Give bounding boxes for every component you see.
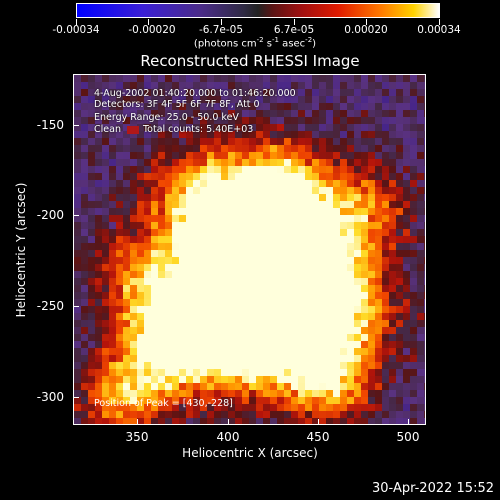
x-tick-label: 450 (306, 430, 330, 444)
y-axis-label: Heliocentric Y (arcsec) (14, 182, 28, 318)
colorbar-tick (221, 19, 222, 25)
colorbar-tick-label: -6.7e-05 (198, 24, 244, 36)
y-axis-tick (73, 306, 79, 307)
energy-range-label: Energy Range: 25.0 - 50.0 keV (94, 112, 239, 123)
timestamp: 30-Apr-2022 15:52 (372, 481, 494, 496)
x-axis-tick (408, 419, 409, 425)
colorbar-tick (294, 19, 295, 25)
peak-position-label: Position of Peak = [430,-228] (94, 398, 233, 409)
colorbar-tick-label: 0.00020 (344, 24, 388, 36)
y-tick-label: -300 (36, 390, 64, 404)
y-axis-tick (73, 125, 79, 126)
colorbar-tick (439, 19, 440, 25)
x-axis-tick (228, 419, 229, 425)
x-tick-label: 400 (216, 430, 240, 444)
colorbar-tick (148, 19, 149, 25)
colorbar-tick-label: 0.00034 (417, 24, 461, 36)
colorbar-tick-label: -0.00020 (128, 24, 176, 36)
y-tick-label: -250 (36, 299, 64, 313)
clean-color-swatch (126, 125, 139, 134)
algorithm-counts-label: Clean Total counts: 5.40E+03 (94, 124, 253, 135)
x-axis-tick (137, 419, 138, 425)
colorbar-tick-label: 6.7e-05 (273, 24, 315, 36)
colorbar (76, 3, 440, 18)
plot-title: Reconstructed RHESSI Image (140, 52, 360, 70)
x-axis-label: Heliocentric X (arcsec) (182, 446, 318, 460)
x-tick-label: 500 (396, 430, 420, 444)
y-tick-label: -150 (36, 118, 64, 132)
colorbar-tick (76, 19, 77, 25)
algorithm-label: Clean (94, 124, 121, 135)
detectors-label: Detectors: 3F 4F 5F 6F 7F 8F, Att 0 (94, 99, 260, 110)
colorbar-tick-label: -0.00034 (52, 24, 100, 36)
image-plot-area: 4-Aug-2002 01:40:20.000 to 01:46:20.000 … (73, 74, 426, 425)
y-axis-tick (73, 215, 79, 216)
colorbar-units: (photons cm-2 s-1 asec-2) (193, 36, 317, 50)
total-counts-label: Total counts: 5.40E+03 (142, 124, 254, 135)
y-tick-label: -200 (36, 208, 64, 222)
x-axis-tick (318, 419, 319, 425)
time-range-label: 4-Aug-2002 01:40:20.000 to 01:46:20.000 (94, 88, 296, 99)
x-tick-label: 350 (125, 430, 149, 444)
y-axis-tick (73, 397, 79, 398)
colorbar-tick (366, 19, 367, 25)
